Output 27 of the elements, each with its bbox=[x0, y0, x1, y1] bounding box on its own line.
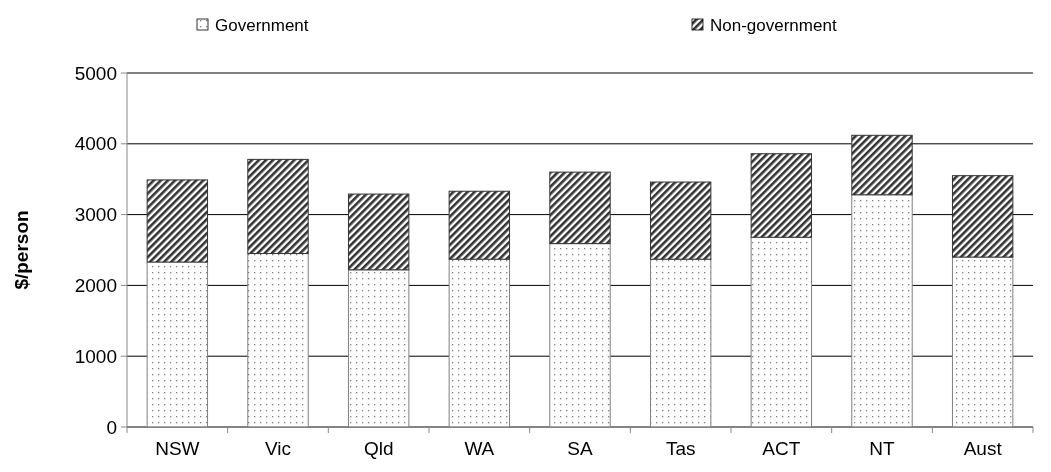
bar bbox=[146, 179, 209, 263]
bar bbox=[649, 181, 712, 260]
x-tick-label: Tas bbox=[665, 438, 696, 459]
legend-label: Government bbox=[215, 15, 309, 35]
bar bbox=[750, 153, 813, 238]
x-tick-label: Qld bbox=[363, 438, 394, 459]
x-tick-label: Aust bbox=[963, 438, 1003, 459]
y-tick-label: 4000 bbox=[74, 133, 117, 155]
bar bbox=[951, 175, 1014, 258]
bar bbox=[549, 171, 611, 245]
x-tick-label: NT bbox=[869, 438, 896, 459]
y-tick-label: 5000 bbox=[74, 62, 117, 84]
y-axis-title: $/person bbox=[11, 210, 32, 290]
x-tick-label: Vic bbox=[264, 438, 292, 459]
y-tick-label: 0 bbox=[106, 416, 117, 438]
bar bbox=[851, 134, 913, 196]
x-tick-label: SA bbox=[567, 438, 593, 459]
bar bbox=[347, 193, 410, 271]
legend-label: Non-government bbox=[710, 15, 837, 35]
bar bbox=[247, 158, 309, 255]
x-tick-label: WA bbox=[464, 438, 495, 459]
bar bbox=[448, 190, 511, 260]
x-tick-label: ACT bbox=[762, 438, 801, 459]
y-tick-label: 1000 bbox=[74, 345, 117, 367]
y-tick-label: 3000 bbox=[74, 204, 117, 226]
y-tick-label: 2000 bbox=[74, 275, 117, 297]
x-tick-label: NSW bbox=[155, 438, 200, 459]
